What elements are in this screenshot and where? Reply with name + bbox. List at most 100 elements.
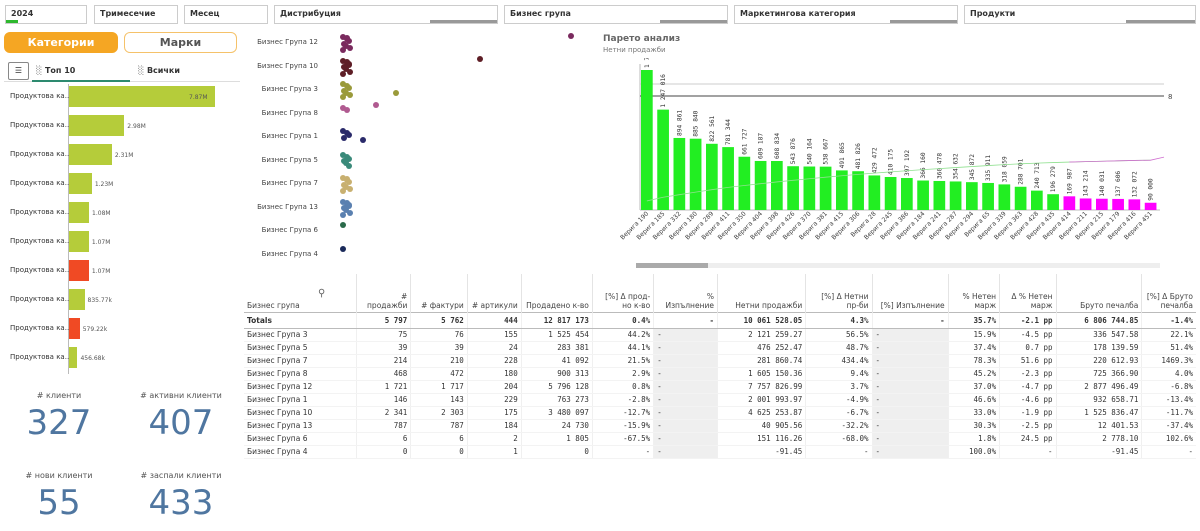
column-header[interactable]: Бизнес група — [247, 300, 300, 310]
scatter-point[interactable] — [344, 176, 350, 183]
scatter-point[interactable] — [344, 106, 350, 113]
pareto-scrollbar[interactable] — [636, 263, 1160, 268]
category-label[interactable]: Продуктова ка... — [10, 295, 72, 303]
table-row[interactable]: Бизнес Група 12 1 721 1 717 204 5 796 128 0.8… — [244, 380, 1196, 394]
top10-toggle[interactable]: ░ Топ 10 — [36, 62, 75, 80]
scatter-point[interactable] — [346, 179, 352, 186]
scatter-point[interactable] — [343, 207, 349, 214]
column-header[interactable]: [%] Изпълнение — [871, 274, 949, 312]
scatter-point[interactable] — [340, 151, 346, 158]
category-bar[interactable] — [69, 289, 85, 310]
scatter-point[interactable] — [340, 128, 346, 134]
category-bar[interactable] — [69, 86, 215, 107]
column-header[interactable]: [%] Δ Бруто печалба — [1141, 274, 1196, 312]
scatter-point[interactable] — [346, 61, 352, 68]
scatter-point[interactable] — [340, 211, 346, 218]
category-bar[interactable] — [69, 318, 80, 339]
column-header[interactable]: # фактури — [410, 274, 468, 312]
column-header[interactable]: # артикули — [466, 274, 522, 312]
scatter-point[interactable] — [347, 68, 353, 75]
table-row[interactable]: Бизнес Група 7 214 210 228 41 092 21.5% -281 8… — [244, 354, 1196, 368]
scatter-point[interactable] — [346, 163, 352, 169]
all-toggle[interactable]: ░ Всички — [138, 62, 180, 80]
category-bar[interactable] — [69, 347, 78, 368]
column-header[interactable]: Продадено к-во — [520, 274, 593, 312]
scatter-point[interactable] — [340, 188, 346, 195]
scatter-point[interactable] — [340, 222, 346, 228]
list-view-button[interactable]: ☰ — [8, 62, 29, 80]
column-header[interactable]: % Изпълнение — [653, 274, 718, 312]
category-bar[interactable] — [69, 231, 89, 252]
column-header[interactable]: # продажби — [356, 274, 411, 312]
column-header[interactable]: [%] Δ прод-но к-во — [591, 274, 654, 312]
scatter-point[interactable] — [340, 104, 346, 111]
search-icon[interactable]: ⚲ — [318, 288, 326, 299]
scatter-point[interactable] — [340, 47, 346, 54]
category-label[interactable]: Продуктова ка... — [10, 92, 72, 100]
category-label[interactable]: Продуктова ка... — [10, 353, 72, 361]
table-row[interactable]: Бизнес Група 8 468 472 180 900 313 2.9% -1 605… — [244, 367, 1196, 381]
tab-categories[interactable]: Категории — [4, 32, 118, 53]
category-label[interactable]: Продуктова ка... — [10, 179, 72, 187]
scatter-point[interactable] — [346, 38, 352, 45]
column-header[interactable]: Нетни продажби — [716, 274, 806, 312]
scatter-point[interactable] — [340, 175, 346, 181]
category-bar[interactable] — [69, 202, 90, 223]
filter-6[interactable]: Продукти — [964, 5, 1196, 24]
column-header[interactable]: Бруто печалба — [1055, 274, 1142, 312]
filter-2[interactable]: Месец — [184, 5, 268, 24]
column-header[interactable]: Δ % Нетен марж — [999, 274, 1057, 312]
category-bar[interactable] — [69, 144, 112, 165]
scatter-point[interactable] — [346, 155, 352, 162]
category-label[interactable]: Продуктова ка... — [10, 208, 72, 216]
scatter-point[interactable] — [347, 209, 353, 216]
scatter-point[interactable] — [347, 45, 353, 51]
category-bar[interactable] — [69, 173, 92, 194]
table-row[interactable]: Бизнес Група 10 2 341 2 303 175 3 480 097 -12… — [244, 406, 1196, 420]
category-label[interactable]: Продуктова ка... — [10, 150, 72, 158]
scatter-point[interactable] — [343, 89, 349, 96]
category-bar[interactable] — [69, 115, 125, 136]
scatter-point[interactable] — [347, 186, 353, 192]
column-header[interactable]: [%] Δ Нетни пр-би — [805, 274, 873, 312]
scatter-point[interactable] — [373, 102, 379, 108]
scatter-point[interactable] — [477, 56, 483, 62]
scatter-point[interactable] — [343, 66, 349, 73]
scatter-point[interactable] — [393, 90, 399, 96]
table-row[interactable]: Бизнес Група 1 146 143 229 763 273 -2.8% -2 00… — [244, 393, 1196, 407]
scatter-point[interactable] — [340, 81, 346, 87]
filter-0[interactable]: 2024 — [5, 5, 87, 24]
filter-4[interactable]: Бизнес група — [504, 5, 728, 24]
scatter-point[interactable] — [340, 245, 346, 252]
table-row[interactable]: Бизнес Група 4 0 0 1 0- - -91.45- -100.0% - -91.4… — [244, 445, 1196, 459]
scatter-point[interactable] — [346, 132, 352, 139]
scatter-point[interactable] — [346, 85, 352, 92]
pareto-scroll-thumb[interactable] — [636, 263, 708, 268]
category-label[interactable]: Продуктова ка... — [10, 324, 72, 332]
scatter-point[interactable] — [343, 42, 349, 49]
scatter-point[interactable] — [346, 202, 352, 209]
scatter-point[interactable] — [347, 92, 353, 98]
scatter-point[interactable] — [341, 134, 347, 141]
scatter-point[interactable] — [360, 137, 366, 143]
scatter-point[interactable] — [340, 198, 346, 205]
scatter-point[interactable] — [340, 34, 346, 40]
scatter-point[interactable] — [568, 33, 574, 39]
category-label[interactable]: Продуктова ка... — [10, 121, 72, 129]
scatter-point[interactable] — [340, 94, 346, 101]
scatter-point[interactable] — [344, 35, 350, 42]
table-row[interactable]: Бизнес Група 3 75 76 155 1 525 454 44.2% -2 12… — [244, 328, 1196, 342]
category-label[interactable]: Продуктова ка... — [10, 266, 72, 274]
column-header[interactable]: % Нетен марж — [947, 274, 1000, 312]
category-label[interactable]: Продуктова ка... — [10, 237, 72, 245]
scatter-point[interactable] — [340, 70, 346, 77]
filter-1[interactable]: Тримесечие — [94, 5, 178, 24]
table-row[interactable]: Бизнес Група 5 39 39 24 283 381 44.1% -476 252… — [244, 341, 1196, 355]
filter-3[interactable]: Дистрибуция — [274, 5, 498, 24]
filter-5[interactable]: Маркетингова категория — [734, 5, 958, 24]
totals-row[interactable]: Totals 5 797 5 762 444 12 817 173 0.4% -10 061… — [244, 311, 1196, 329]
category-bar[interactable] — [69, 260, 89, 281]
table-row[interactable]: Бизнес Група 13 787 787 184 24 730 -15.9% -40 … — [244, 419, 1196, 433]
scatter-point[interactable] — [343, 183, 349, 190]
